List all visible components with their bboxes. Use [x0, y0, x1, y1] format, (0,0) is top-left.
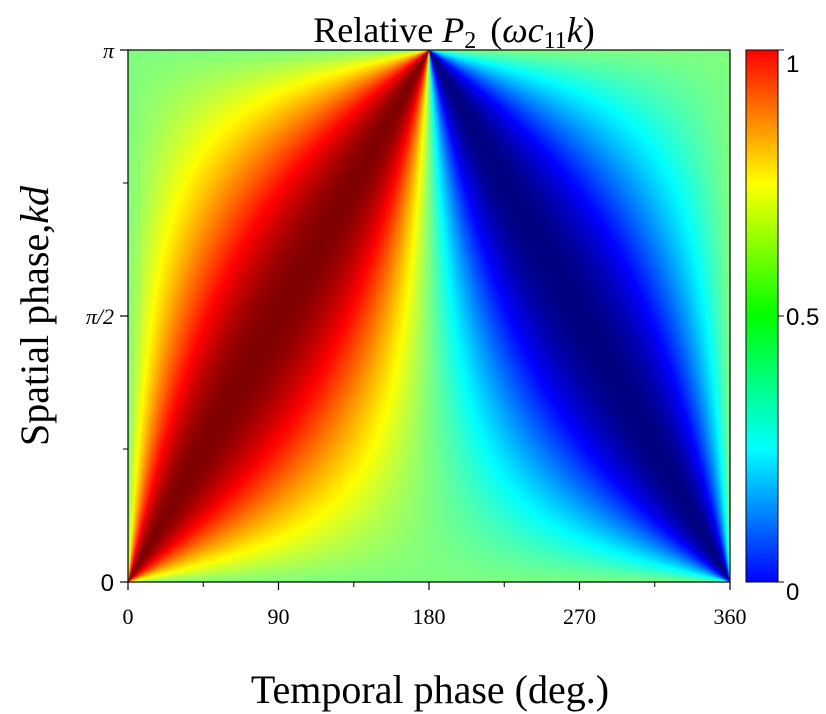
y-axis: 0 π/2 π [86, 38, 128, 597]
title-c-sub: 11 [544, 28, 567, 54]
x-tick-label: 90 [268, 604, 290, 629]
x-tick-label: 180 [413, 604, 446, 629]
title-k: k [567, 10, 584, 50]
title-paren-open: ( [490, 10, 502, 50]
colorbar-tick-label: 1 [786, 51, 799, 78]
heatmap-image [128, 50, 730, 582]
title-symbol-sub: 2 [464, 28, 476, 54]
title-symbol: P [441, 10, 464, 50]
x-tick-label: 0 [123, 604, 134, 629]
x-tick-label: 360 [714, 604, 747, 629]
colorbar [745, 49, 779, 583]
x-tick-label: 270 [563, 604, 596, 629]
y-tick-label: 0 [101, 570, 114, 597]
chart-title: Relative P2 (ωc11k) [313, 10, 594, 54]
x-axis-label: Temporal phase (deg.) [251, 667, 609, 712]
y-tick-label: π/2 [86, 304, 114, 329]
colorbar-tick-label: 0 [786, 579, 799, 606]
title-omega: ω [502, 10, 527, 50]
title-prefix: Relative [313, 10, 442, 50]
colorbar-tick-label: 0.5 [786, 304, 819, 331]
y-axis-label-text: Spatial phase, [12, 224, 57, 446]
colorbar-ticks: 00.51 [778, 49, 819, 606]
y-axis-label: Spatial phase,kd [12, 185, 57, 446]
y-axis-label-symbol: kd [12, 185, 57, 224]
y-tick-label: π [103, 38, 115, 63]
x-axis: 0 90 180 270 360 [123, 582, 747, 629]
title-paren-close: ) [583, 10, 595, 50]
title-c: c [528, 10, 544, 50]
